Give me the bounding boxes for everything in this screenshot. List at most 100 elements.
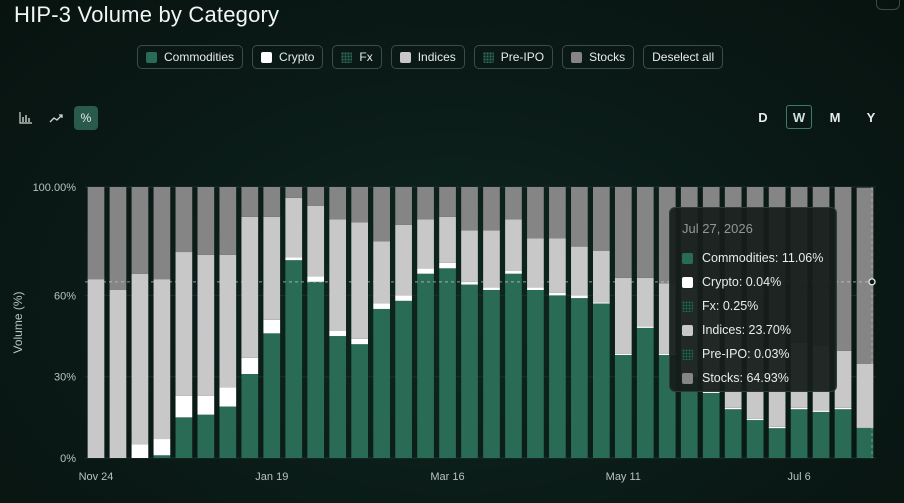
bar-commodities <box>790 409 808 458</box>
swatch-icon <box>682 300 693 312</box>
bar-stocks <box>351 187 368 223</box>
bar-commodities <box>549 295 566 458</box>
bar-crypto <box>131 444 149 458</box>
bar-crypto <box>483 287 500 290</box>
x-tick-label: Jul 6 <box>787 471 810 483</box>
bar-crypto <box>329 330 347 337</box>
swatch-icon <box>682 348 693 360</box>
timeframe-w[interactable]: W <box>786 105 812 129</box>
bar-commodities <box>439 268 456 458</box>
timeframe-d[interactable]: D <box>758 109 768 125</box>
bar-crypto <box>724 407 742 410</box>
bar-commodities <box>680 376 698 458</box>
line-chart-icon[interactable] <box>44 106 68 130</box>
bar-crypto <box>395 295 412 301</box>
bar-crypto <box>549 292 566 296</box>
bar-chart-icon[interactable] <box>14 106 38 130</box>
legend-crypto[interactable]: Crypto <box>252 45 324 69</box>
timeframe-m[interactable]: M <box>829 109 841 125</box>
legend-indices[interactable]: Indices <box>390 45 465 69</box>
bar-stocks <box>131 187 149 274</box>
bar-crypto <box>373 303 390 309</box>
bar-crypto <box>153 439 171 456</box>
bar-indices <box>571 246 588 296</box>
bar-indices <box>329 219 347 331</box>
bar-commodities <box>636 327 654 458</box>
bar-stocks <box>329 187 347 220</box>
bar-commodities <box>351 344 368 458</box>
bar-indices <box>285 197 303 258</box>
bar-commodities <box>702 392 720 458</box>
bar-commodities <box>175 417 193 458</box>
bar-crypto <box>812 410 830 412</box>
legend-commodities[interactable]: Commodities <box>137 45 244 69</box>
bar-stocks <box>461 187 478 231</box>
tooltip-label: Fx: 0.25% <box>702 299 759 313</box>
swatch-icon <box>261 51 273 63</box>
bar-commodities <box>746 420 764 458</box>
page-title: HIP-3 Volume by Category <box>14 2 280 27</box>
bar-indices <box>527 238 544 288</box>
x-tick-label: May 11 <box>606 471 641 483</box>
bar-commodities <box>768 428 786 458</box>
bar-commodities <box>571 298 588 458</box>
bar-stocks <box>527 187 544 239</box>
bar-indices <box>593 250 610 303</box>
tooltip-label: Pre-IPO: 0.03% <box>702 347 790 361</box>
bar-commodities <box>241 373 259 458</box>
bar-stocks <box>505 187 522 220</box>
bar-crypto <box>439 262 456 269</box>
bar-indices <box>395 224 412 296</box>
tooltip-label: Commodities: 11.06% <box>702 251 824 265</box>
tooltip-row-crypto: Crypto: 0.04% <box>682 270 824 294</box>
bar-crypto <box>263 319 281 334</box>
bar-crypto <box>351 338 368 345</box>
bar-commodities <box>373 308 390 458</box>
legend-label: Commodities <box>164 50 235 64</box>
legend-label: Pre-IPO <box>500 50 545 64</box>
bar-indices <box>856 363 874 428</box>
swatch-icon <box>341 51 353 63</box>
bar-indices <box>351 222 368 339</box>
bar-crypto <box>219 387 237 407</box>
swatch-icon <box>571 51 583 63</box>
bar-crypto <box>768 426 786 429</box>
corner-menu-button[interactable] <box>876 0 900 10</box>
x-tick-label: Jan 19 <box>255 471 288 483</box>
timeframe-y[interactable]: Y <box>866 109 876 125</box>
bar-crypto <box>505 271 522 274</box>
percent-button[interactable]: % <box>74 106 98 130</box>
legend-fx[interactable]: Fx <box>332 45 382 69</box>
bar-indices <box>834 350 852 408</box>
bar-crypto <box>702 391 720 393</box>
legend-pre-ipo[interactable]: Pre-IPO <box>473 45 554 69</box>
deselect-all-button[interactable]: Deselect all <box>643 45 724 69</box>
bar-crypto <box>636 326 654 328</box>
bar-stocks <box>285 187 303 198</box>
legend-label: Stocks <box>589 50 626 64</box>
bar-stocks <box>373 187 390 242</box>
bar-commodities <box>483 289 500 458</box>
bar-indices <box>307 205 325 277</box>
tooltip-label: Stocks: 64.93% <box>702 371 789 385</box>
bar-crypto <box>571 295 588 299</box>
legend-stocks[interactable]: Stocks <box>562 45 635 69</box>
bar-commodities <box>527 289 544 458</box>
bar-stocks <box>175 187 193 253</box>
bar-stocks <box>483 187 500 231</box>
bar-crypto <box>658 353 676 356</box>
x-tick-label: Nov 24 <box>79 471 114 483</box>
bar-stocks <box>549 187 566 239</box>
bar-commodities <box>724 409 742 458</box>
bar-indices <box>153 279 171 440</box>
tooltip-row-stocks: Stocks: 64.93% <box>682 366 824 390</box>
bar-stocks <box>263 187 281 217</box>
tooltip-row-fx: Fx: 0.25% <box>682 294 824 318</box>
bar-stocks <box>219 187 237 255</box>
y-tick-label: 0% <box>60 453 76 465</box>
bar-indices <box>87 279 105 458</box>
bar-stocks <box>153 187 171 280</box>
bar-stocks <box>241 187 259 217</box>
x-tick-label: Mar 16 <box>430 471 464 483</box>
bar-commodities <box>505 273 522 458</box>
